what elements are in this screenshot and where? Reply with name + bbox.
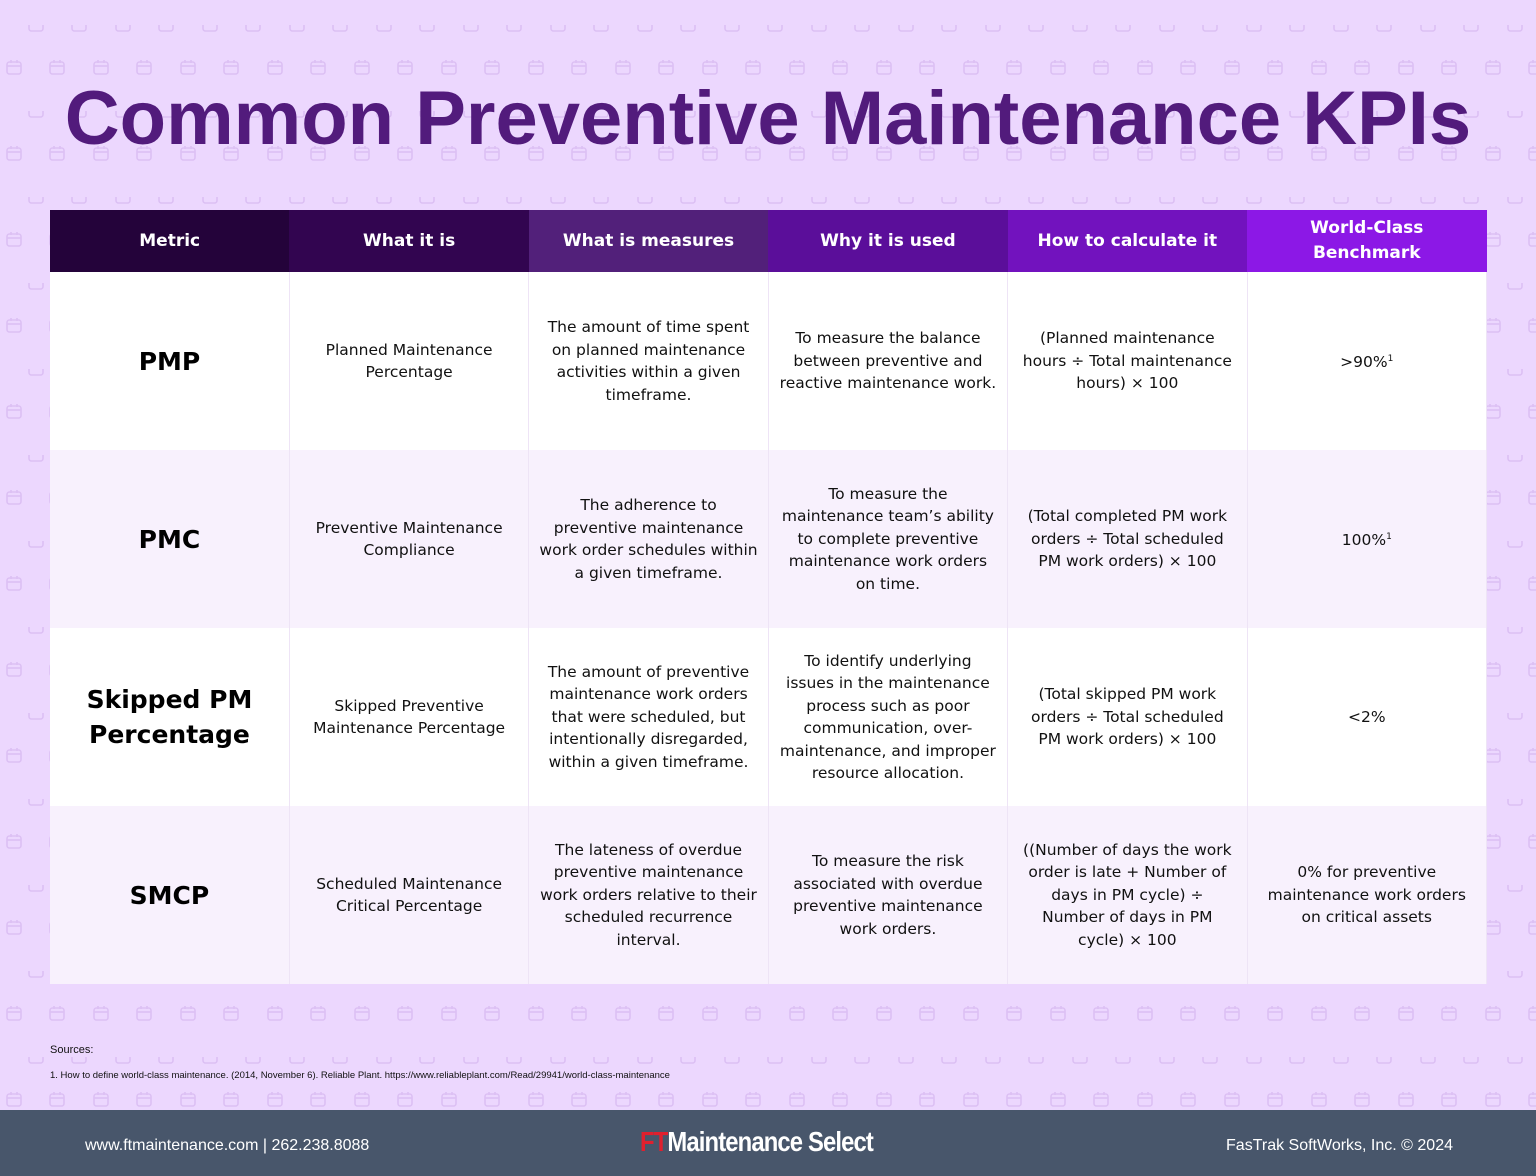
metric-cell: PMC — [50, 450, 290, 628]
purpose-cell: To identify underlying issues in the mai… — [768, 628, 1009, 806]
metric-cell: PMP — [50, 272, 290, 450]
column-header: Metric — [50, 210, 290, 272]
purpose-cell: To measure the risk associated with over… — [768, 806, 1009, 984]
measures-cell: The amount of time spent on planned main… — [528, 272, 769, 450]
table-row: Skipped PM Percentage Skipped Preventive … — [50, 628, 1488, 806]
formula-cell: (Planned maintenance hours ÷ Total maint… — [1007, 272, 1248, 450]
table-header-row: Metric What it is What is measures Why it i… — [50, 210, 1487, 272]
footer: www.ftmaintenance.com | 262.238.8088 FTM… — [0, 1110, 1536, 1176]
benchmark-cell: <2% — [1247, 628, 1488, 806]
source-citation: 1. How to define world-class maintenance… — [50, 1070, 670, 1081]
measures-cell: The adherence to preventive maintenance … — [528, 450, 769, 628]
sources-label: Sources: — [50, 1044, 94, 1056]
formula-cell: (Total completed PM work orders ÷ Total … — [1007, 450, 1248, 628]
formula-cell: ((Number of days the work order is late … — [1007, 806, 1248, 984]
benchmark-cell: >90%1 — [1247, 272, 1488, 450]
benchmark-cell: 100%1 — [1247, 450, 1488, 628]
definition-cell: Scheduled Maintenance Critical Percentag… — [289, 806, 530, 984]
footnote-ref: 1 — [1386, 532, 1392, 543]
metric-cell: Skipped PM Percentage — [50, 628, 290, 806]
column-header: What it is — [289, 210, 529, 272]
footer-copyright: FasTrak SoftWorks, Inc. © 2024 — [1226, 1137, 1453, 1154]
measures-cell: The amount of preventive maintenance wor… — [528, 628, 769, 806]
definition-cell: Planned Maintenance Percentage — [289, 272, 530, 450]
ft-maintenance-logo: FTMaintenance Select — [640, 1126, 874, 1157]
table-row: PMC Preventive Maintenance Compliance The … — [50, 450, 1488, 628]
column-header: Why it is used — [768, 210, 1008, 272]
column-header: World-Class Benchmark — [1247, 210, 1487, 272]
definition-cell: Skipped Preventive Maintenance Percentag… — [289, 628, 530, 806]
kpi-table: Metric What it is What is measures Why it i… — [50, 210, 1488, 984]
table-row: PMP Planned Maintenance Percentage The amo… — [50, 272, 1488, 450]
definition-cell: Preventive Maintenance Compliance — [289, 450, 530, 628]
measures-cell: The lateness of overdue preventive maint… — [528, 806, 769, 984]
purpose-cell: To measure the balance between preventiv… — [768, 272, 1009, 450]
purpose-cell: To measure the maintenance team’s abilit… — [768, 450, 1009, 628]
table-row: SMCP Scheduled Maintenance Critical Perce… — [50, 806, 1488, 984]
footer-contact: www.ftmaintenance.com | 262.238.8088 — [85, 1137, 370, 1154]
metric-cell: SMCP — [50, 806, 290, 984]
benchmark-cell: 0% for preventive maintenance work order… — [1247, 806, 1488, 984]
formula-cell: (Total skipped PM work orders ÷ Total sc… — [1007, 628, 1248, 806]
column-header: What is measures — [528, 210, 769, 272]
page-title: Common Preventive Maintenance KPIs — [64, 76, 1472, 161]
footnote-ref: 1 — [1387, 354, 1394, 365]
column-header: How to calculate it — [1007, 210, 1248, 272]
